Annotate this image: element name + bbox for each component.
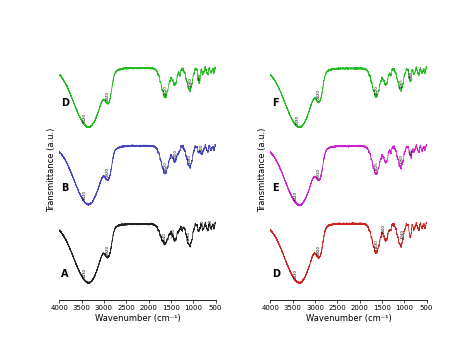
Text: A: A xyxy=(61,269,68,279)
Text: D: D xyxy=(272,269,280,279)
Text: 600: 600 xyxy=(209,219,213,226)
Y-axis label: Transmittance (a.u.): Transmittance (a.u.) xyxy=(258,128,267,212)
Text: 820: 820 xyxy=(199,144,203,151)
Text: 1620: 1620 xyxy=(374,85,379,95)
Text: 860: 860 xyxy=(198,72,201,80)
Text: 1640: 1640 xyxy=(163,232,167,242)
Text: D: D xyxy=(61,98,69,108)
Text: 1630: 1630 xyxy=(374,239,378,249)
Text: 3420: 3420 xyxy=(83,113,87,123)
Text: 3420: 3420 xyxy=(294,191,298,201)
Text: 3430: 3430 xyxy=(82,190,87,201)
Text: 2920: 2920 xyxy=(106,167,109,178)
Text: 1620: 1620 xyxy=(164,85,167,95)
Y-axis label: Transmittance (a.u.): Transmittance (a.u.) xyxy=(47,128,56,212)
Text: 2920: 2920 xyxy=(317,89,320,99)
Text: 3390: 3390 xyxy=(295,115,300,125)
Text: 1400: 1400 xyxy=(173,149,177,159)
Text: 3430: 3430 xyxy=(82,268,87,278)
Text: 1620: 1620 xyxy=(164,161,167,171)
Text: 2920: 2920 xyxy=(317,245,320,255)
Text: 780: 780 xyxy=(201,219,205,227)
Text: 1065: 1065 xyxy=(400,79,403,88)
Text: 855: 855 xyxy=(409,71,413,78)
Text: 2920: 2920 xyxy=(106,91,109,101)
Text: 2910: 2910 xyxy=(317,167,321,178)
Text: F: F xyxy=(272,98,278,108)
Text: 1460: 1460 xyxy=(382,224,386,234)
Text: 1060: 1060 xyxy=(189,77,192,87)
Text: 1625: 1625 xyxy=(374,162,378,172)
Text: 840: 840 xyxy=(410,148,413,155)
Text: 1040: 1040 xyxy=(401,229,404,239)
X-axis label: Wavenumber (cm⁻¹): Wavenumber (cm⁻¹) xyxy=(94,313,180,323)
Text: 1430: 1430 xyxy=(172,227,176,238)
Text: 1110: 1110 xyxy=(186,231,191,241)
Text: 2920: 2920 xyxy=(106,245,109,255)
X-axis label: Wavenumber (cm⁻¹): Wavenumber (cm⁻¹) xyxy=(306,313,392,323)
Text: 1080: 1080 xyxy=(188,154,191,164)
Text: E: E xyxy=(272,183,278,193)
Text: 3430: 3430 xyxy=(294,269,298,279)
Text: B: B xyxy=(61,183,68,193)
Text: 1060: 1060 xyxy=(400,154,403,164)
